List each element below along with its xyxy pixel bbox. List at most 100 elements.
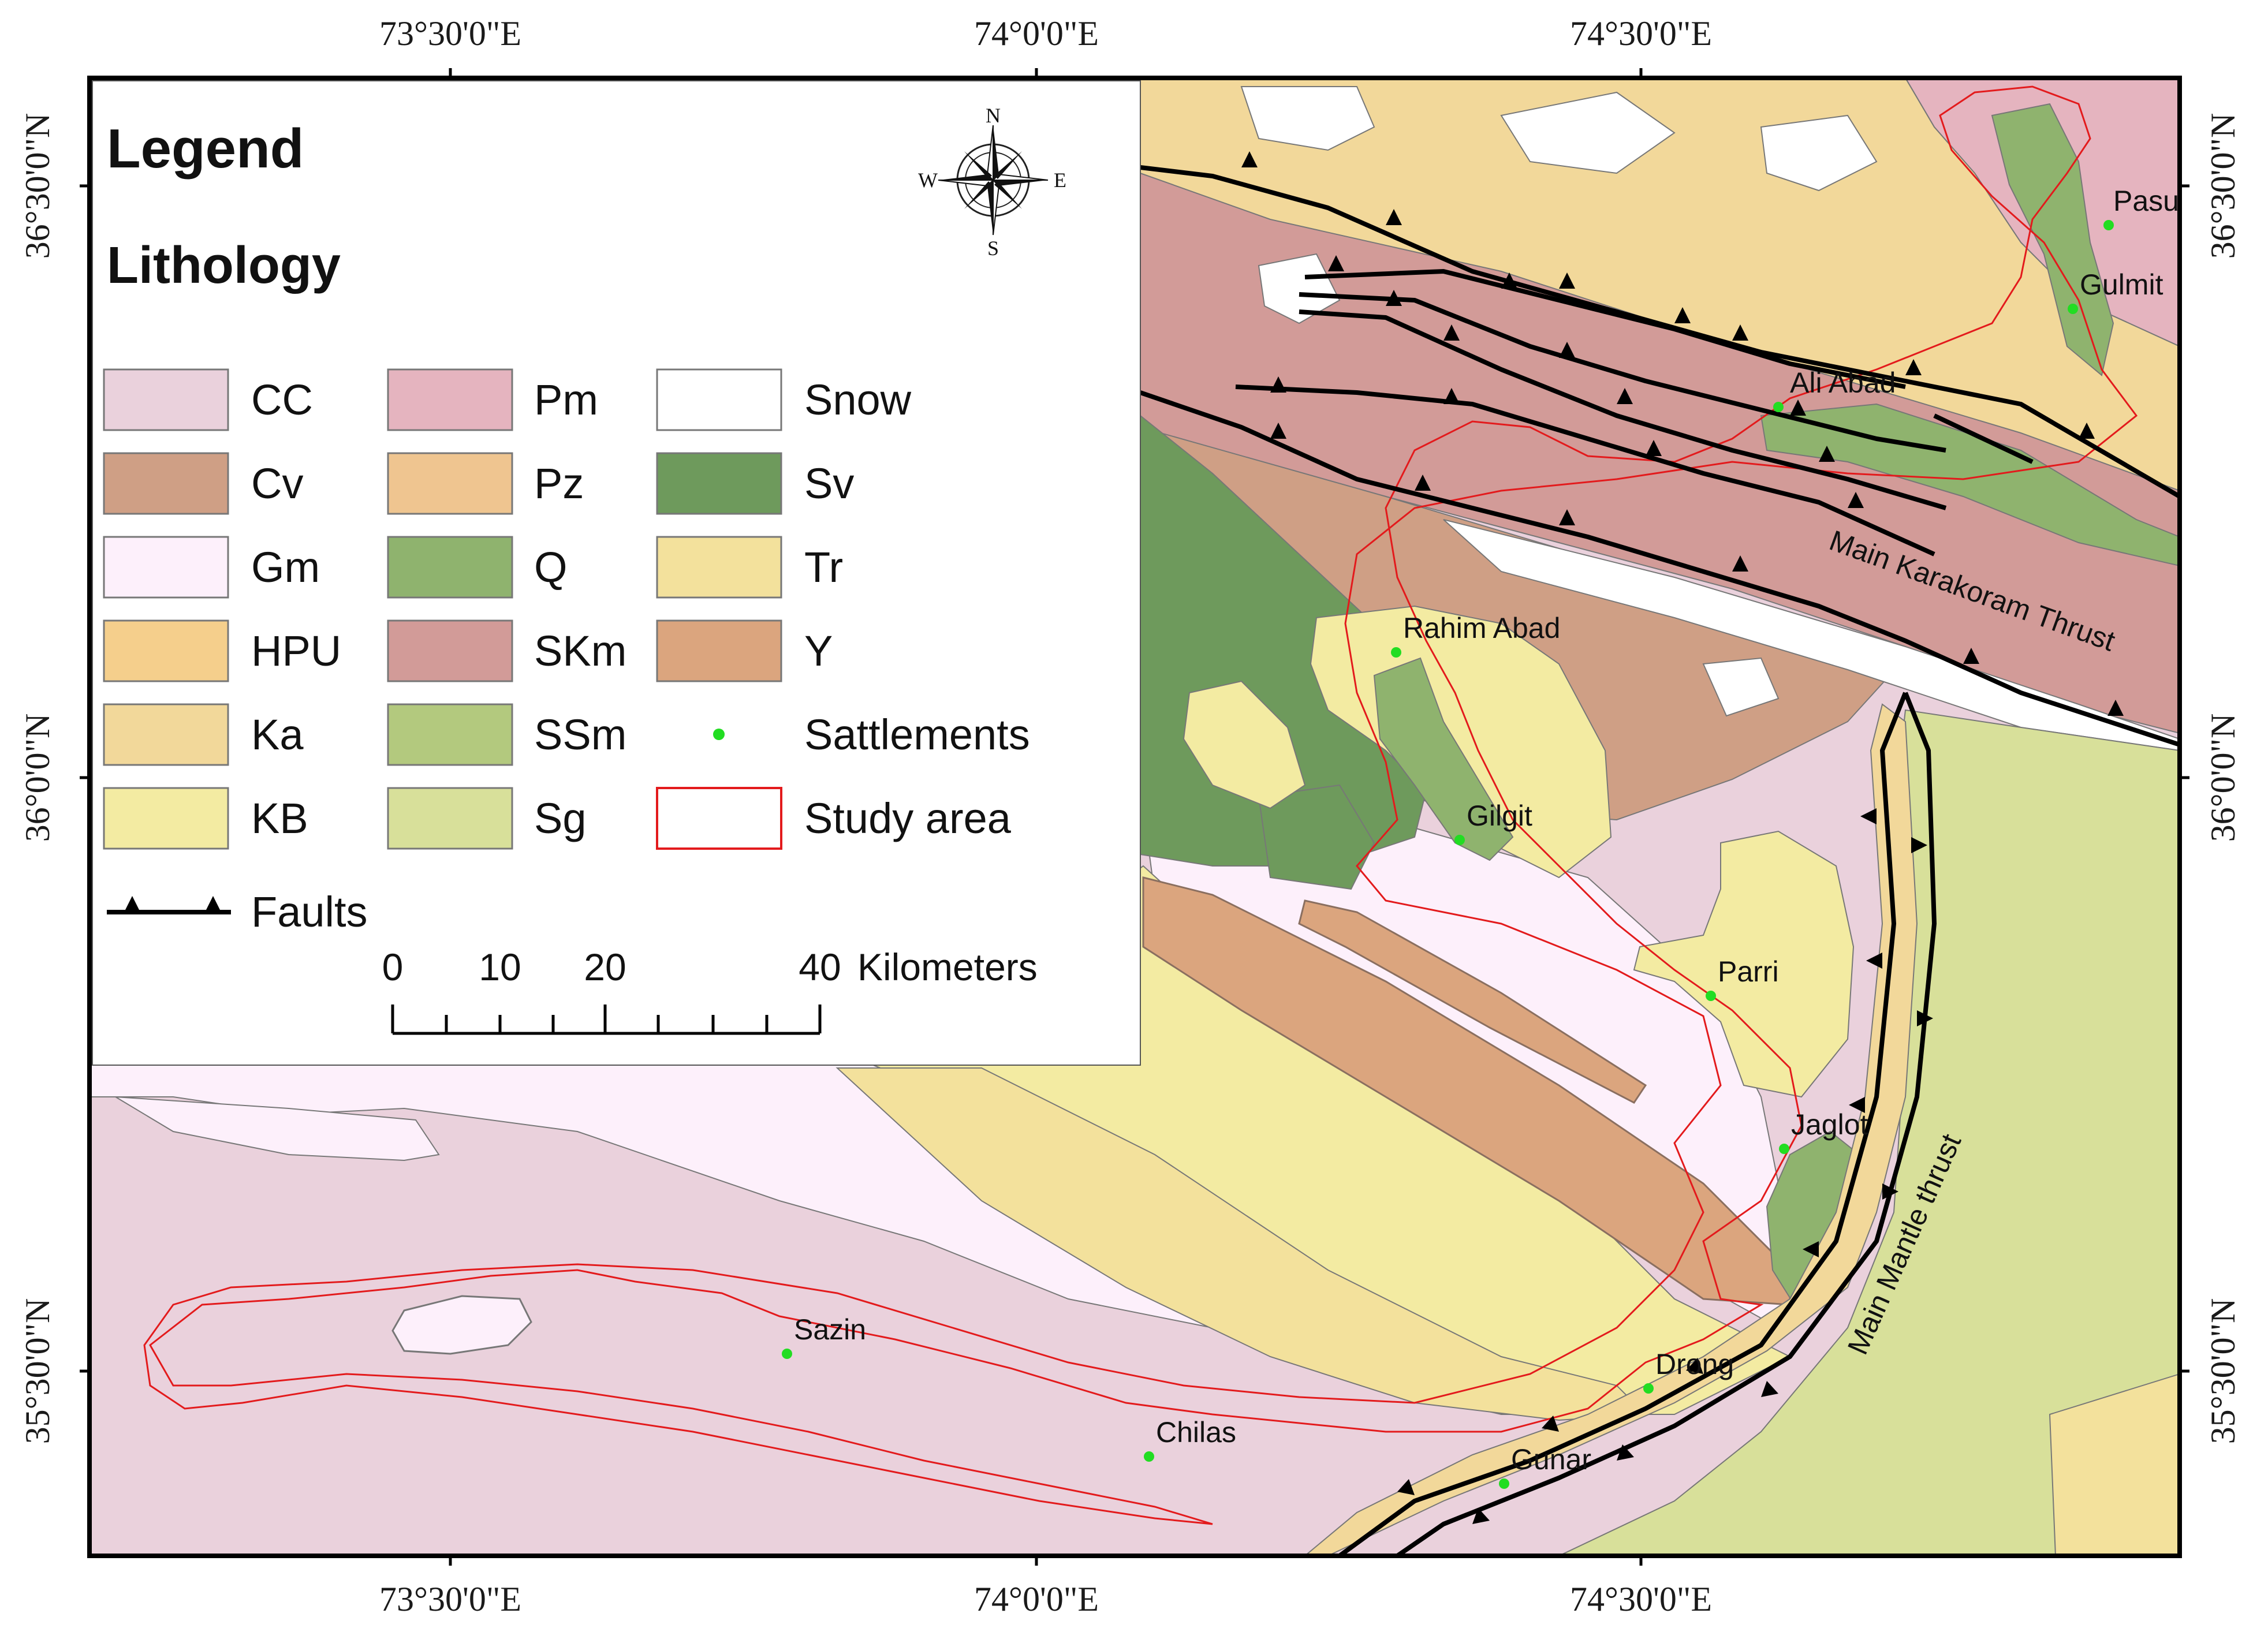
legend-item-gm: Gm [103, 536, 320, 599]
svg-text:E: E [1054, 169, 1066, 192]
legend-item-q: Q [387, 536, 568, 599]
svg-text:Y: Y [804, 627, 833, 675]
fault-line [1235, 384, 1935, 557]
svg-text:36°0'0"N: 36°0'0"N [2204, 714, 2242, 842]
svg-text:Pm: Pm [534, 376, 598, 424]
legend-item-study-area: Study area [656, 787, 1012, 850]
settlement-gunar: Gunar [1499, 1443, 1591, 1489]
settlement-parri: Parri [1706, 955, 1779, 1001]
svg-text:Ali Abad: Ali Abad [1790, 367, 1896, 399]
legend-item-y: Y [656, 619, 833, 682]
legend-item-ssm: SSm [387, 703, 626, 766]
svg-text:Gm: Gm [251, 543, 320, 591]
legend-subtitle: Lithology [107, 237, 341, 294]
svg-text:36°0'0"N: 36°0'0"N [18, 714, 57, 842]
unit-q-gilgit [1373, 657, 1514, 861]
settlement-drong: Drong [1643, 1348, 1734, 1394]
settlements: Pasu Gulmit Ali Abad Rahim Abad Gilgit P… [782, 185, 2179, 1489]
svg-text:N: N [986, 104, 1001, 127]
svg-text:Study area: Study area [804, 794, 1012, 842]
fault-line [1299, 309, 1947, 510]
svg-text:S: S [987, 237, 999, 260]
svg-text:Sattlements: Sattlements [804, 711, 1030, 759]
latitude-labels-right: 36°30'0"N 36°0'0"N 35°30'0"N [2204, 113, 2242, 1444]
unit-kb-west [1183, 680, 1306, 809]
svg-text:40: 40 [799, 946, 841, 988]
svg-text:W: W [918, 169, 938, 192]
svg-text:Sg: Sg [534, 794, 587, 842]
svg-text:Drong: Drong [1655, 1348, 1734, 1380]
legend-item-tr: Tr [656, 536, 843, 599]
legend-item-faults: Faults [107, 888, 368, 936]
unit-tr-se [2049, 1373, 2180, 1556]
svg-text:Gulmit: Gulmit [2080, 268, 2163, 301]
svg-text:Gilgit: Gilgit [1467, 800, 1532, 832]
legend-column-3: Snow Sv Tr Y Sattlements Study area [656, 368, 1030, 850]
legend-panel: Legend Lithology N S E W CC Cv Gm HPU Ka… [92, 80, 1141, 1066]
legend-item-hpu: HPU [103, 619, 341, 682]
legend-item-cc: CC [103, 368, 313, 431]
svg-text:36°30'0"N: 36°30'0"N [2204, 113, 2242, 259]
svg-text:Jaglot: Jaglot [1791, 1108, 1868, 1141]
svg-text:74°0'0"E: 74°0'0"E [974, 1580, 1099, 1618]
fault-line [1140, 165, 2180, 499]
study-area-outline [143, 85, 2138, 1525]
svg-text:Sv: Sv [804, 460, 854, 507]
fault-line [1299, 292, 1946, 453]
svg-text:Faults: Faults [251, 888, 368, 936]
svg-text:35°30'0"N: 35°30'0"N [2204, 1298, 2242, 1444]
svg-text:Kilometers: Kilometers [857, 946, 1038, 988]
svg-text:Ka: Ka [251, 711, 304, 759]
map-border [87, 76, 2182, 1558]
settlement-sazin: Sazin [782, 1313, 866, 1359]
settlement-pasu: Pasu [2103, 185, 2179, 230]
legend-item-skm: SKm [387, 619, 626, 682]
legend-item-pz: Pz [387, 452, 584, 515]
svg-text:HPU: HPU [251, 627, 341, 675]
svg-text:Q: Q [534, 543, 568, 591]
legend-title: Legend [107, 118, 304, 180]
unit-snow-band [1443, 519, 2180, 752]
legend-item-settlements: Sattlements [713, 711, 1030, 759]
svg-text:35°30'0"N: 35°30'0"N [18, 1298, 57, 1444]
fault-teeth [1241, 151, 2124, 1524]
svg-text:Chilas: Chilas [1156, 1416, 1236, 1448]
unit-gm-patch [115, 1096, 440, 1162]
faults [1139, 165, 2180, 1556]
fault-line [1139, 390, 2180, 747]
scale-bar: 0 10 20 40 Kilometers [382, 946, 1038, 1035]
fault-line [1396, 692, 1937, 1556]
svg-text:Sazin: Sazin [794, 1313, 866, 1346]
svg-text:Pasu: Pasu [2113, 185, 2179, 217]
svg-text:Rahim Abad: Rahim Abad [1403, 612, 1560, 644]
unit-q-strip [1991, 103, 2114, 376]
settlement-chilas: Chilas [1144, 1416, 1236, 1462]
svg-text:74°0'0"E: 74°0'0"E [974, 14, 1099, 53]
unit-sv-region [1258, 784, 1375, 890]
longitude-labels-bottom: 73°30'0"E 74°0'0"E 74°30'0"E [379, 1580, 1712, 1618]
legend-item-cv: Cv [103, 452, 303, 515]
svg-text:74°30'0"E: 74°30'0"E [1570, 14, 1712, 53]
svg-text:73°30'0"E: 73°30'0"E [379, 1580, 521, 1618]
svg-text:CC: CC [251, 376, 313, 424]
latitude-labels-left: 36°30'0"N 36°0'0"N 35°30'0"N [18, 113, 57, 1444]
settlement-gilgit: Gilgit [1454, 800, 1532, 845]
svg-text:0: 0 [382, 946, 404, 988]
settlement-jaglot: Jaglot [1779, 1108, 1868, 1154]
legend-item-sg: Sg [387, 787, 587, 850]
unit-y-belt [1298, 899, 1647, 1104]
fault-line [1338, 692, 1908, 1556]
fault-line [1933, 413, 2034, 464]
legend-column-1: CC Cv Gm HPU Ka KB [103, 368, 341, 850]
legend-item-kb: KB [103, 787, 308, 850]
settlement-ali-abad: Ali Abad [1773, 367, 1896, 412]
svg-text:Tr: Tr [804, 543, 843, 591]
svg-text:Pz: Pz [534, 460, 584, 507]
svg-text:20: 20 [584, 946, 626, 988]
svg-text:Parri: Parri [1718, 955, 1779, 988]
legend-column-2: Pm Pz Q SKm SSm Sg [387, 368, 626, 850]
graticule-ticks [80, 68, 2189, 1566]
unit-gm-island [391, 1295, 532, 1355]
legend-item-ka: Ka [103, 703, 304, 766]
